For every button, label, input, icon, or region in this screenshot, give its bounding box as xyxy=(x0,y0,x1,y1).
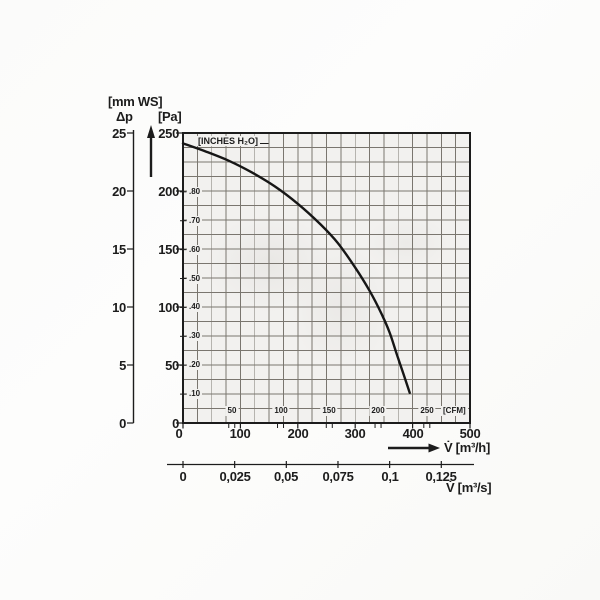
m3s-tick-label: 0,125 xyxy=(425,469,457,484)
mmws-tick-label: 10 xyxy=(112,300,126,315)
pa-tick-label: 100 xyxy=(158,300,179,315)
inches-tick-label: .50 xyxy=(187,274,203,284)
m3h-tick-label: 0 xyxy=(175,426,183,441)
m3s-tick-label: 0,05 xyxy=(273,469,299,484)
pressure-axis-arrow-icon xyxy=(147,125,155,177)
m3s-axis-unit-label: V̇ [m³/s] xyxy=(446,480,492,495)
mmws-tick-label: 0 xyxy=(119,416,126,431)
pa-unit-label: [Pa] xyxy=(158,109,182,124)
inches-tick-label: .20 xyxy=(187,360,203,370)
pa-tick-label: 200 xyxy=(158,184,179,199)
m3s-tick-label: 0 xyxy=(179,469,187,484)
inches-tick-label: .10 xyxy=(187,389,203,399)
inches-tick-label: .30 xyxy=(187,331,203,341)
m3h-axis-unit-label: V̇ [m³/h] xyxy=(444,440,490,455)
m3s-tick-label: 0,025 xyxy=(219,469,251,484)
delta-p-label: Δp xyxy=(116,109,133,124)
cfm-tick-label: 250 xyxy=(418,406,436,416)
mmws-tick-label: 25 xyxy=(112,126,126,141)
pa-tick-label: 150 xyxy=(158,242,179,257)
mmws-tick-label: 20 xyxy=(112,184,126,199)
cfm-tick-label: 100 xyxy=(272,406,290,416)
pa-tick-label: 50 xyxy=(165,358,179,373)
inches-tick-label: .80 xyxy=(187,187,203,197)
mmws-tick-label: 5 xyxy=(119,358,126,373)
cfm-unit-label: [CFM] xyxy=(441,406,468,416)
m3h-tick-label: 400 xyxy=(402,426,424,441)
m3h-tick-label: 500 xyxy=(459,426,481,441)
pa-tick-label: 250 xyxy=(158,126,179,141)
flow-axis-arrow-icon xyxy=(388,443,440,453)
inches-h2o-scale-title: [INCHES H₂O] xyxy=(196,136,260,146)
m3h-tick-label: 100 xyxy=(229,426,251,441)
cfm-tick-label: 200 xyxy=(369,406,387,416)
fan-curve xyxy=(181,142,411,394)
inches-tick-label: .60 xyxy=(187,245,203,255)
mmws-tick-label: 15 xyxy=(112,242,126,257)
mmws-unit-label: [mm WS] xyxy=(108,94,163,109)
m3h-tick-label: 200 xyxy=(287,426,309,441)
inches-tick-label: .70 xyxy=(187,216,203,226)
pa-tick-label: 0 xyxy=(172,416,179,431)
m3s-tick-label: 0,1 xyxy=(381,469,399,484)
inches-tick-label: .40 xyxy=(187,302,203,312)
cfm-tick-label: 50 xyxy=(225,406,239,416)
cfm-tick-label: 150 xyxy=(320,406,338,416)
m3s-tick-label: 0,075 xyxy=(322,469,354,484)
m3h-tick-label: 300 xyxy=(344,426,366,441)
